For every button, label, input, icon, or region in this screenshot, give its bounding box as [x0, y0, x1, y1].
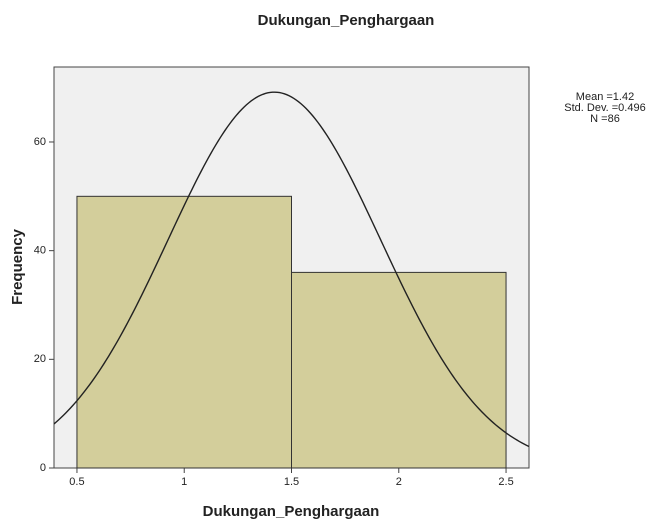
- x-tick-label: 1: [181, 476, 187, 488]
- bar: [291, 271, 507, 469]
- x-tick-label: 2: [396, 476, 402, 488]
- x-tick-label: 2.5: [498, 476, 513, 488]
- normal-curve: [54, 91, 529, 448]
- y-tick-label: 0: [40, 462, 46, 474]
- y-tick-label: 20: [34, 353, 46, 365]
- stat-mean: Mean =1.42: [576, 91, 634, 103]
- x-tick-label: 0.5: [69, 476, 84, 488]
- chart-title: Dukungan_Penghargaan: [258, 12, 435, 29]
- x-axis-label: Dukungan_Penghargaan: [203, 503, 380, 520]
- stat-std-dev: Std. Dev. =0.496: [564, 102, 645, 114]
- stat-n: N =86: [590, 113, 620, 125]
- y-axis-label: Frequency: [9, 228, 26, 305]
- y-tick-label: 40: [34, 245, 46, 257]
- x-tick-label: 1.5: [284, 476, 299, 488]
- y-tick-label: 60: [34, 136, 46, 148]
- bar: [76, 195, 292, 469]
